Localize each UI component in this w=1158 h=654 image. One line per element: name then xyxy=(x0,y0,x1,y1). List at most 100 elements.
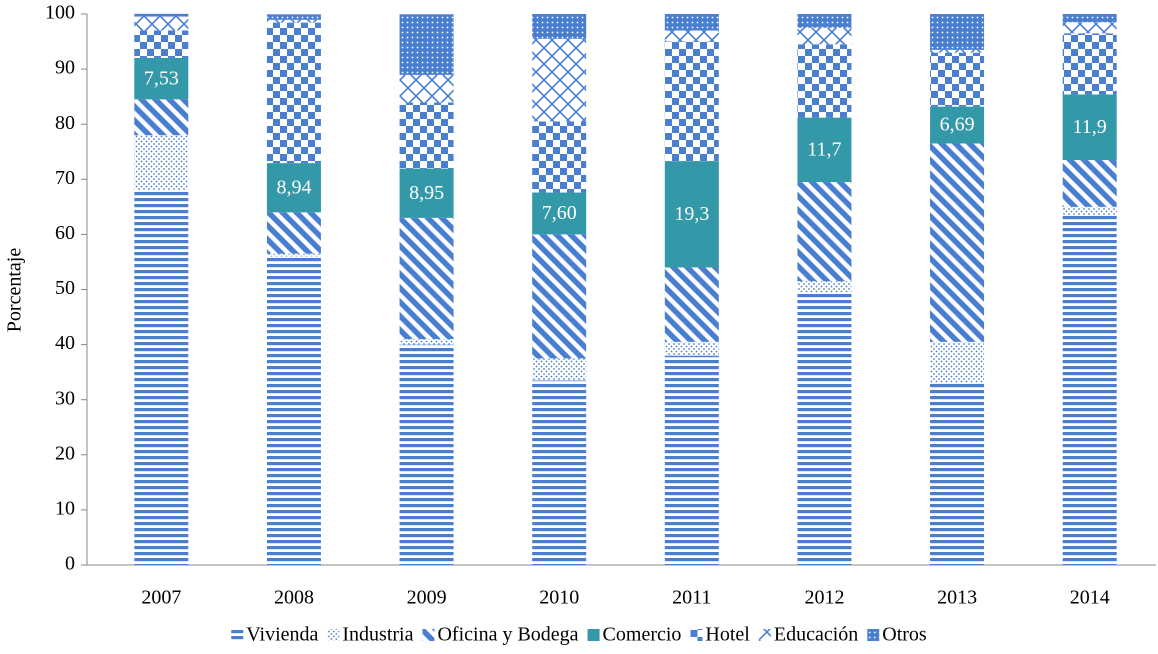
bar-segment xyxy=(266,212,321,254)
bar-segment xyxy=(930,341,985,384)
bar-segment xyxy=(134,57,189,100)
bar-segment xyxy=(266,14,321,20)
x-tick-label: 2009 xyxy=(407,587,447,609)
bar-segment xyxy=(266,253,321,257)
bar-segment xyxy=(1062,206,1117,216)
bar-segment xyxy=(532,192,587,235)
y-tick-label: 60 xyxy=(55,222,75,244)
bar-segment xyxy=(532,380,587,565)
bar-segment xyxy=(134,135,189,191)
legend-label: Hotel xyxy=(705,624,750,646)
bar-segment xyxy=(266,22,321,164)
value-label: 11,7 xyxy=(807,138,841,160)
bar-segment xyxy=(1062,22,1117,34)
legend-item: Hotel xyxy=(690,624,750,646)
bar-segment xyxy=(532,234,587,359)
bar-segment xyxy=(134,30,189,58)
bar-segment xyxy=(399,14,454,75)
y-tick-label: 0 xyxy=(65,553,75,575)
bar-segment xyxy=(664,161,719,268)
x-tick-label: 2011 xyxy=(672,587,711,609)
x-tick-label: 2010 xyxy=(539,587,579,609)
legend-label: Educación xyxy=(774,624,858,646)
bar-segment xyxy=(399,168,454,218)
bar-segment xyxy=(134,190,189,565)
legend-label: Oficina y Bodega xyxy=(437,624,578,646)
bar-segment xyxy=(1062,215,1117,566)
y-tick-label: 100 xyxy=(45,2,75,24)
bar-segment xyxy=(266,163,321,213)
bar-segment xyxy=(664,267,719,342)
legend-swatch xyxy=(231,629,244,641)
bar-segment xyxy=(532,14,587,39)
value-label: 11,9 xyxy=(1073,116,1107,138)
bar-segment xyxy=(797,281,852,293)
bar-segment xyxy=(532,38,587,122)
value-label: 6,69 xyxy=(940,114,975,136)
bar-segment xyxy=(797,292,852,565)
y-axis-label: Porcentaje xyxy=(4,248,26,333)
value-label: 7,60 xyxy=(542,202,577,224)
y-tick-label: 90 xyxy=(55,57,75,79)
legend-label: Vivienda xyxy=(246,624,318,646)
bar-segment xyxy=(930,106,985,144)
legend-swatch xyxy=(422,629,435,641)
y-tick-label: 10 xyxy=(55,497,75,519)
bar-segment xyxy=(664,14,719,31)
bar-segment xyxy=(930,49,985,53)
y-tick-label: 70 xyxy=(55,167,75,189)
bar-segment xyxy=(1062,94,1117,161)
bar-segment xyxy=(664,41,719,162)
bar-segment xyxy=(134,16,189,31)
bar-segment xyxy=(399,344,454,565)
bar-segment xyxy=(930,52,985,107)
legend-swatch xyxy=(587,629,600,641)
x-tick-label: 2007 xyxy=(141,587,181,609)
bar-segment xyxy=(266,256,321,565)
value-label: 8,95 xyxy=(409,182,444,204)
bar-segment xyxy=(1062,160,1117,207)
bar-segment xyxy=(134,99,189,136)
legend-item: Industria xyxy=(327,624,414,646)
bar-segment xyxy=(664,355,719,565)
bar-segment xyxy=(1062,33,1117,95)
legend-swatch xyxy=(758,629,771,641)
x-tick-label: 2014 xyxy=(1070,587,1110,609)
legend-label: Industria xyxy=(342,624,413,646)
bar-segment xyxy=(399,217,454,340)
legend-item: Educación xyxy=(758,624,858,646)
x-tick-label: 2013 xyxy=(937,587,977,609)
bar-segment xyxy=(399,102,454,169)
bar-segment xyxy=(797,117,852,183)
value-label: 7,53 xyxy=(144,67,179,89)
x-tick-label: 2008 xyxy=(274,587,314,609)
legend-label: Comercio xyxy=(603,624,682,646)
legend-swatch xyxy=(867,629,880,641)
bar-segment xyxy=(532,358,587,381)
bar-segment xyxy=(399,74,454,103)
legend-swatch xyxy=(690,629,703,641)
y-tick-label: 20 xyxy=(55,442,75,464)
legend-item: Otros xyxy=(867,624,927,646)
y-tick-label: 80 xyxy=(55,112,75,134)
legend-label: Otros xyxy=(882,624,927,646)
bar-segment xyxy=(1062,14,1117,23)
legend-item: Comercio xyxy=(587,624,682,646)
bar-segment xyxy=(399,339,454,345)
bar-segment xyxy=(930,383,985,565)
bar-segment xyxy=(797,14,852,28)
bar-segment xyxy=(664,341,719,356)
bar-segment xyxy=(797,27,852,45)
bar-segment xyxy=(664,30,719,42)
y-tick-label: 40 xyxy=(55,332,75,354)
value-label: 19,3 xyxy=(674,203,709,225)
bar-segment xyxy=(797,182,852,282)
value-label: 8,94 xyxy=(276,176,311,198)
legend-swatch xyxy=(327,629,340,641)
bar-segment xyxy=(266,19,321,23)
legend-item: Oficina y Bodega xyxy=(422,624,579,646)
x-tick-label: 2012 xyxy=(804,587,844,609)
bar-segment xyxy=(930,143,985,342)
